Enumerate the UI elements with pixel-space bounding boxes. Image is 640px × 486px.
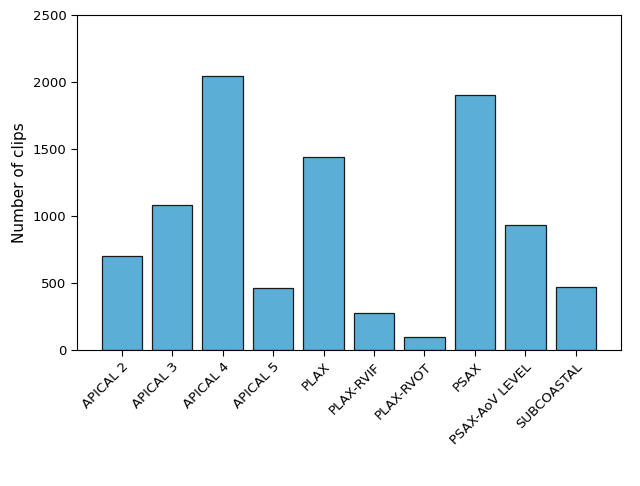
Bar: [102, 256, 142, 350]
Bar: [455, 95, 495, 350]
Bar: [152, 205, 193, 350]
Bar: [354, 313, 394, 350]
Bar: [202, 76, 243, 350]
Bar: [303, 157, 344, 350]
Bar: [556, 287, 596, 350]
Bar: [253, 288, 293, 350]
Bar: [505, 225, 546, 350]
Bar: [404, 336, 445, 350]
Y-axis label: Number of clips: Number of clips: [12, 122, 27, 243]
